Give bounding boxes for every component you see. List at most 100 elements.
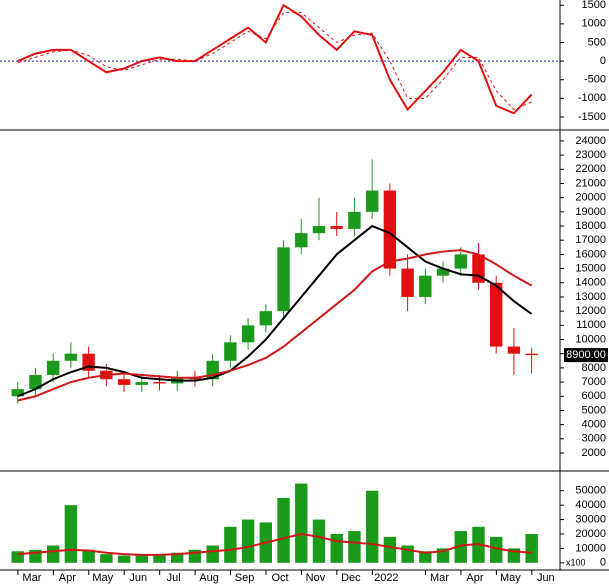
y-tick-label: 0 — [600, 55, 606, 67]
y-tick-label: 3000 — [582, 433, 606, 445]
y-tick-label: 20000 — [575, 192, 606, 204]
y-tick-label: 19000 — [575, 206, 606, 218]
y-tick-label: 21000 — [575, 177, 606, 189]
candle-body — [135, 382, 148, 385]
y-tick-label: 8000 — [582, 362, 606, 374]
y-tick-label: 30000 — [575, 513, 606, 525]
x-tick-label: Aug — [199, 572, 219, 584]
x-tick-label: Sep — [235, 572, 255, 584]
candle-body — [454, 254, 467, 269]
candle-body — [401, 268, 414, 297]
y-tick-label: 40000 — [575, 499, 606, 511]
y-tick-label: 17000 — [575, 234, 606, 246]
candle-body — [525, 353, 538, 356]
volume-bar — [525, 533, 538, 563]
candle-body — [295, 233, 308, 248]
volume-bar — [153, 555, 166, 563]
volume-bar — [64, 505, 78, 563]
y-tick-label: 15000 — [575, 262, 606, 274]
y-tick-label: -1000 — [578, 92, 606, 104]
y-tick-label: 14000 — [575, 277, 606, 289]
x-tick-label: May — [500, 572, 521, 584]
volume-bar — [454, 531, 467, 563]
volume-bar — [135, 554, 148, 563]
line — [17, 12, 532, 111]
line — [17, 532, 532, 556]
volume-bar — [224, 526, 237, 563]
x-tick-label: Oct — [271, 572, 288, 584]
y-tick-label: 10000 — [575, 333, 606, 345]
y-tick-label: 500 — [588, 36, 606, 48]
candle-body — [64, 353, 78, 361]
y-tick-label: 22000 — [575, 163, 606, 175]
line — [17, 224, 533, 398]
y-tick-label: -1500 — [578, 111, 606, 123]
volume-bar — [11, 551, 24, 563]
x-tick-label: Mar — [22, 572, 41, 584]
x-tick-label: Nov — [306, 572, 326, 584]
x-tick-label: May — [92, 572, 113, 584]
volume-bar — [241, 519, 255, 563]
y-tick-label: 1500 — [582, 0, 606, 11]
y-tick-label: 50000 — [575, 485, 606, 497]
volume-bar — [206, 545, 219, 563]
volume-bar — [383, 536, 397, 563]
x-tick-label: 2022 — [374, 572, 398, 584]
volume-bar — [312, 519, 326, 563]
candle-body — [153, 382, 166, 384]
y-tick-label: -500 — [584, 74, 606, 86]
volume-bar — [330, 533, 343, 563]
y-tick-label: 4000 — [582, 419, 606, 431]
y-tick-label: 6000 — [582, 390, 606, 402]
y-tick-label: 0 — [600, 557, 606, 569]
volume-bar — [348, 531, 361, 563]
x-tick-label: Jun — [129, 572, 147, 584]
x-tick-label: Jun — [537, 572, 555, 584]
candle-body — [436, 268, 450, 276]
y-tick-label: 23000 — [575, 149, 606, 161]
y-tick-label: 5000 — [582, 404, 606, 416]
volume-bar — [46, 545, 60, 563]
x-tick-label: Jul — [167, 572, 181, 584]
volume-bar — [171, 552, 184, 563]
y-tick-label: 13000 — [575, 291, 606, 303]
unit-label: x100 — [566, 557, 586, 567]
price-label: 8900.00 — [566, 349, 606, 361]
candle-body — [11, 389, 24, 397]
x-tick-label: Mar — [430, 572, 449, 584]
candle-body — [224, 342, 237, 361]
candle-body — [29, 374, 42, 390]
y-tick-label: 11000 — [576, 319, 606, 331]
volume-bar — [117, 555, 131, 563]
candle-body — [348, 211, 361, 229]
volume-bar — [295, 483, 308, 563]
candle-body — [241, 325, 255, 343]
y-tick-label: 20000 — [575, 528, 606, 540]
y-tick-label: 2000 — [582, 447, 606, 459]
price-box — [564, 348, 608, 363]
line — [17, 3, 533, 115]
candle-body — [365, 190, 379, 212]
volume-bar — [490, 536, 503, 563]
x-tick-label: Dec — [341, 572, 361, 584]
candle-body — [490, 282, 503, 347]
y-tick-label: 18000 — [575, 220, 606, 232]
x-tick-label: Apr — [466, 572, 483, 584]
candle-body — [259, 311, 273, 326]
volume-bar — [82, 549, 95, 563]
y-tick-label: 7000 — [582, 376, 606, 388]
y-tick-label: 16000 — [575, 248, 606, 260]
candle-body — [383, 190, 397, 269]
candle-body — [330, 226, 343, 229]
y-tick-label: 12000 — [575, 305, 606, 317]
candle-body — [277, 247, 290, 312]
candle-body — [507, 346, 521, 354]
volume-bar — [365, 490, 379, 563]
volume-bar — [419, 551, 432, 563]
x-tick-label: Apr — [59, 572, 76, 584]
y-tick-label: 1000 — [582, 18, 606, 30]
candle-body — [117, 379, 131, 385]
volume-bar — [277, 497, 290, 563]
